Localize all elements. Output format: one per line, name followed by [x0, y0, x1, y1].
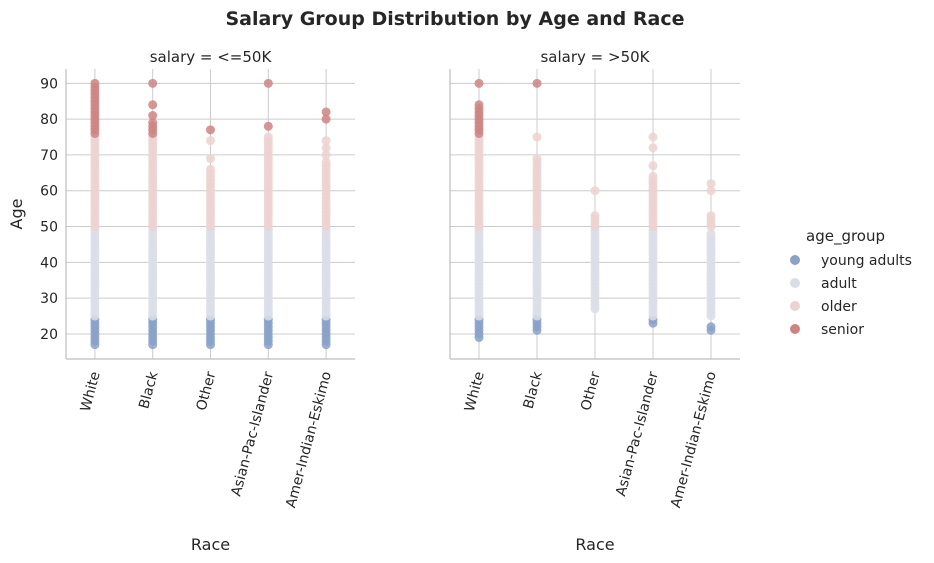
point-senior: [263, 78, 273, 88]
point-older: [648, 171, 658, 181]
legend-marker-older: [790, 301, 800, 311]
y-tick-label: 40: [40, 255, 58, 271]
y-tick-label: 90: [40, 76, 58, 92]
point-adult: [706, 229, 716, 239]
x-axis-label: Race: [191, 535, 230, 554]
point-senior: [148, 118, 158, 128]
point-senior: [474, 78, 484, 88]
y-axis-label: Age: [7, 199, 26, 230]
legend-marker-adult: [790, 278, 800, 288]
point-senior: [474, 100, 484, 110]
point-older: [648, 161, 658, 171]
y-tick-label: 60: [40, 184, 58, 200]
point-senior: [148, 78, 158, 88]
points-group: [474, 78, 716, 343]
x-tick-label-white: White: [78, 370, 104, 413]
point-senior: [532, 78, 542, 88]
facet-title: salary = <=50K: [150, 48, 273, 66]
points-group: [90, 78, 331, 350]
legend-marker-senior: [790, 324, 800, 334]
legend-label-adult: adult: [821, 276, 857, 292]
x-tick-label-black: Black: [136, 369, 161, 411]
facet-title: salary = >50K: [540, 48, 650, 66]
point-older: [706, 179, 716, 189]
point-older: [590, 211, 600, 221]
facet-panel-1: salary = <=50K 20 30 40 50 60 70 80 90 Age White Bl…: [7, 48, 355, 554]
point-senior: [148, 111, 158, 121]
point-young-adults: [706, 322, 716, 332]
y-tick-label: 20: [40, 327, 58, 343]
point-senior: [148, 100, 158, 110]
point-older: [321, 150, 331, 160]
point-older: [532, 132, 542, 142]
x-tick-label-other: Other: [578, 370, 604, 413]
point-older: [532, 154, 542, 164]
chart-title: Salary Group Distribution by Age and Rac…: [225, 8, 684, 30]
x-tick-label-asian-pac-islander: Asian-Pac-Islander: [228, 370, 277, 498]
legend-marker-young-adults: [790, 255, 800, 265]
point-older: [321, 157, 331, 167]
x-tick-label-asian-pac-islander: Asian-Pac-Islander: [613, 370, 662, 498]
x-tick-label-white: White: [462, 370, 488, 413]
point-older: [706, 211, 716, 221]
legend-label-senior: senior: [821, 322, 864, 338]
x-tick-label-black: Black: [521, 369, 546, 411]
point-senior: [206, 125, 215, 135]
y-tick-label: 70: [40, 148, 58, 164]
point-senior: [90, 78, 100, 88]
point-older: [706, 186, 716, 196]
y-tick-label: 80: [40, 112, 58, 128]
x-tick-label-other: Other: [194, 370, 220, 413]
point-senior: [321, 114, 331, 124]
point-older: [206, 136, 215, 146]
legend-title: age_group: [806, 227, 885, 246]
x-tick-label-amer-indian-eskimo: Amer-Indian-Eskimo: [283, 370, 335, 510]
point-senior: [263, 121, 273, 131]
point-older: [648, 132, 658, 142]
x-axis-label: Race: [575, 535, 614, 554]
point-senior: [321, 107, 331, 117]
legend-label-young-adults: young adults: [821, 253, 912, 269]
legend-label-older: older: [821, 299, 857, 315]
point-older: [590, 186, 600, 196]
y-tick-label: 50: [40, 220, 58, 236]
facet-panel-2: salary = >50K White Black Other Asian-Pac-Is…: [449, 48, 740, 554]
point-older: [206, 164, 215, 174]
y-tick-label: 30: [40, 291, 58, 307]
point-older: [206, 154, 215, 164]
point-older: [321, 143, 331, 153]
point-older: [648, 143, 658, 153]
x-tick-label-amer-indian-eskimo: Amer-Indian-Eskimo: [668, 370, 720, 510]
point-older: [321, 136, 331, 146]
point-older: [263, 132, 273, 142]
